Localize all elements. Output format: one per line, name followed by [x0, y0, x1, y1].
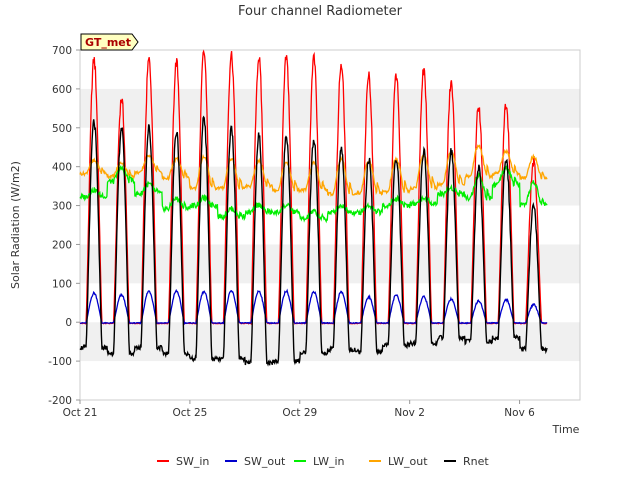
- annotation-box: [80, 33, 139, 51]
- background-bands: [80, 88, 580, 362]
- series-lines: [79, 49, 548, 367]
- y-tick-label: 500: [52, 123, 72, 135]
- x-tick-label: Nov 2: [394, 407, 425, 419]
- series-line-lw-in: [79, 164, 548, 224]
- y-tick-label: 400: [52, 162, 72, 174]
- y-axis-ticks: -200 -100 0 100 200 300 400 500 600 700: [48, 45, 80, 407]
- y-tick-label: 700: [52, 45, 72, 57]
- x-tick-label: Oct 21: [63, 407, 98, 419]
- legend-label: SW_out: [244, 455, 286, 468]
- y-tick-label: -200: [48, 395, 72, 407]
- grid-band: [80, 322, 580, 362]
- series-line-sw-out: [79, 288, 548, 325]
- plot-frame: [79, 49, 581, 401]
- legend-label: Rnet: [463, 455, 489, 468]
- grid-band: [80, 244, 580, 284]
- x-tick-label: Oct 25: [172, 407, 207, 419]
- grid-band: [80, 88, 580, 128]
- y-tick-label: 0: [65, 317, 72, 329]
- y-axis-label: Solar Radiation (W/m2): [9, 161, 22, 289]
- legend-label: LW_out: [388, 455, 428, 468]
- annotation-text: GT_met: [85, 36, 131, 49]
- x-tick-label: Oct 29: [282, 407, 317, 419]
- series-line-rnet: [79, 115, 548, 367]
- y-tick-label: 300: [52, 201, 72, 213]
- legend-label: SW_in: [176, 455, 209, 468]
- legend-label: LW_in: [313, 455, 345, 468]
- y-tick-label: 100: [52, 278, 72, 290]
- x-axis-label: Time: [552, 423, 580, 436]
- y-tick-label: 200: [52, 239, 72, 251]
- x-axis-ticks: Oct 21 Oct 25 Oct 29 Nov 2 Nov 6: [63, 400, 535, 419]
- y-tick-label: -100: [48, 356, 72, 368]
- y-tick-label: 600: [52, 84, 72, 96]
- x-tick-label: Nov 6: [504, 407, 535, 419]
- grid-band: [80, 166, 580, 206]
- legend: SW_in SW_out LW_in LW_out Rnet: [157, 455, 489, 468]
- station-annotation: GT_met: [80, 33, 139, 51]
- chart-title: Four channel Radiometer: [238, 4, 403, 19]
- series-line-lw-out: [79, 144, 548, 197]
